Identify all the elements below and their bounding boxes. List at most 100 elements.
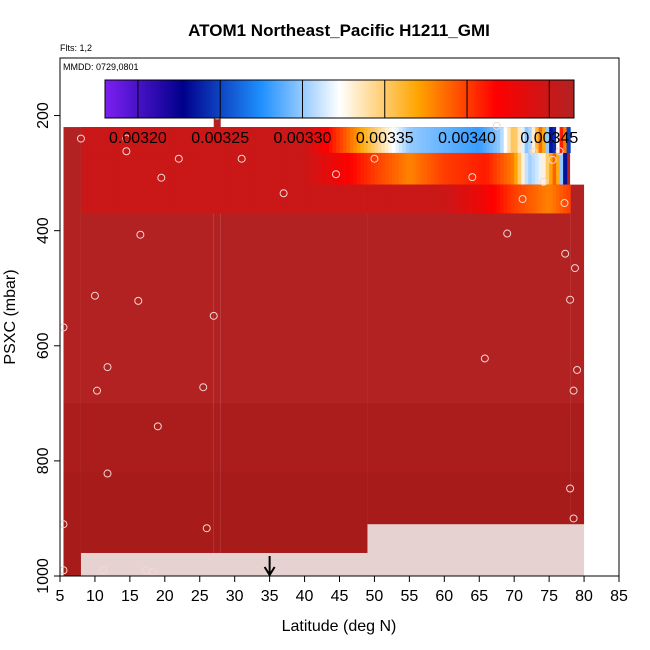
heatmap-cell: [119, 184, 124, 214]
x-tick-label: 40: [296, 588, 314, 605]
heatmap-cell: [136, 152, 141, 185]
heatmap-cell: [514, 184, 519, 214]
heatmap-cell: [175, 127, 180, 153]
heatmap-cell: [482, 152, 487, 185]
heatmap-cell: [423, 152, 428, 185]
heatmap-cell: [454, 184, 459, 214]
heatmap-cell: [224, 152, 229, 185]
heatmap-cell: [465, 184, 470, 214]
heatmap-cell: [430, 184, 435, 214]
heatmap-cell: [535, 127, 540, 153]
heatmap-cell: [182, 152, 187, 185]
heatmap-cell: [308, 152, 313, 185]
heatmap-cell: [363, 152, 369, 185]
heatmap-cell: [496, 152, 501, 185]
heatmap-cell: [475, 184, 480, 214]
heatmap-cell: [563, 152, 568, 185]
heatmap-cell: [259, 184, 264, 214]
colorbar: 0.00320 0.00325 0.00330 0.00335 0.00340 0.003…: [104, 79, 578, 147]
heatmap-cell: [287, 184, 292, 214]
heatmap-cell: [503, 152, 508, 185]
heatmap-cell: [175, 152, 180, 185]
heatmap-cell: [535, 184, 540, 214]
heatmap-cell: [161, 127, 166, 153]
heatmap-cell: [171, 184, 176, 214]
heatmap-cell: [472, 127, 477, 153]
heatmap-cell: [115, 184, 120, 214]
heatmap-cell: [252, 152, 257, 185]
heatmap-cell: [353, 184, 358, 214]
heatmap-cell: [283, 184, 288, 214]
heatmap-cell: [122, 127, 127, 153]
heatmap-cell: [451, 152, 456, 185]
data-point: [569, 514, 578, 523]
heatmap-cell: [458, 184, 463, 214]
marker-arrow-head: [263, 566, 276, 577]
heatmap-cell: [363, 127, 369, 153]
data-point: [60, 323, 68, 332]
heatmap-cell: [402, 152, 407, 185]
heatmap-cell: [346, 184, 351, 214]
heatmap-cell: [269, 152, 274, 185]
heatmap-cell: [94, 152, 100, 185]
heatmap-cell: [545, 127, 550, 153]
heatmap-cell: [157, 184, 162, 214]
heatmap-cell: [472, 152, 477, 185]
heatmap-cell: [325, 184, 330, 214]
x-tick-label: 10: [86, 588, 104, 605]
data-point: [518, 195, 527, 204]
heatmap-cell: [297, 184, 302, 214]
heatmap-cell: [391, 152, 396, 185]
heatmap-cell: [80, 152, 86, 185]
heatmap-cell: [451, 184, 456, 214]
heatmap-cell: [517, 127, 522, 153]
heatmap-cell: [315, 127, 320, 153]
heatmap-cell: [119, 127, 124, 153]
heatmap-cell: [500, 127, 505, 153]
heatmap-cell: [329, 127, 334, 153]
heatmap-cell: [503, 184, 508, 214]
heatmap-layer: [63, 98, 585, 576]
data-point: [237, 154, 246, 163]
heatmap-cell: [367, 127, 372, 153]
data-point: [60, 566, 68, 575]
heatmap-cell: [245, 127, 250, 153]
heatmap-cell: [84, 184, 89, 214]
data-point: [279, 189, 288, 198]
heatmap-cell: [521, 184, 526, 214]
data-point: [93, 386, 102, 395]
heatmap-cell: [178, 184, 183, 214]
heatmap-cell: [206, 184, 211, 214]
heatmap-cell: [234, 152, 239, 185]
heatmap-cell: [171, 152, 176, 185]
heatmap-cell: [451, 127, 456, 153]
heatmap-cell: [388, 152, 393, 185]
heatmap-cell: [360, 184, 365, 214]
y-axis: 200 400 600 800 1000: [35, 102, 60, 594]
heatmap-cell: [349, 152, 355, 185]
y-axis-label: PSXC (mbar): [2, 269, 19, 364]
heatmap-cell: [563, 184, 568, 214]
heatmap-cell: [325, 152, 330, 185]
heatmap-cell: [398, 152, 403, 185]
heatmap-cell: [266, 152, 271, 185]
x-tick-label: 35: [261, 588, 279, 605]
heatmap-cell: [231, 184, 236, 214]
heatmap-cell: [241, 152, 246, 185]
data-point: [548, 155, 557, 164]
heatmap-cell: [196, 127, 201, 153]
heatmap-cell: [412, 184, 417, 214]
heatmap-cell: [119, 152, 124, 185]
heatmap-cell: [192, 152, 197, 185]
heatmap-cell: [479, 152, 484, 185]
heatmap-cell: [273, 152, 278, 185]
heatmap-cell: [433, 152, 438, 185]
heatmap-cell: [290, 152, 295, 185]
heatmap-cell: [507, 152, 512, 185]
data-point: [468, 173, 477, 182]
heatmap-cell: [129, 184, 134, 214]
heatmap-cell: [531, 152, 536, 185]
x-tick-label: 85: [610, 588, 628, 605]
heatmap-cell: [503, 127, 508, 153]
heatmap-cell: [129, 152, 134, 185]
